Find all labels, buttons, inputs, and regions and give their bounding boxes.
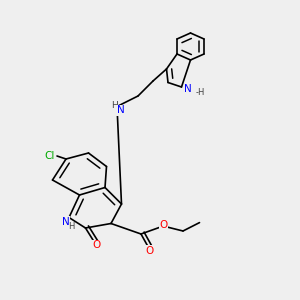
Text: H: H [68,222,74,231]
Text: Cl: Cl [44,151,55,161]
Text: O: O [146,245,154,256]
Text: N: N [117,105,124,115]
Text: O: O [93,240,101,250]
Text: H: H [111,100,118,109]
Text: O: O [159,220,168,230]
Text: N: N [184,83,192,94]
Text: N: N [62,217,70,227]
Text: -H: -H [196,88,205,97]
